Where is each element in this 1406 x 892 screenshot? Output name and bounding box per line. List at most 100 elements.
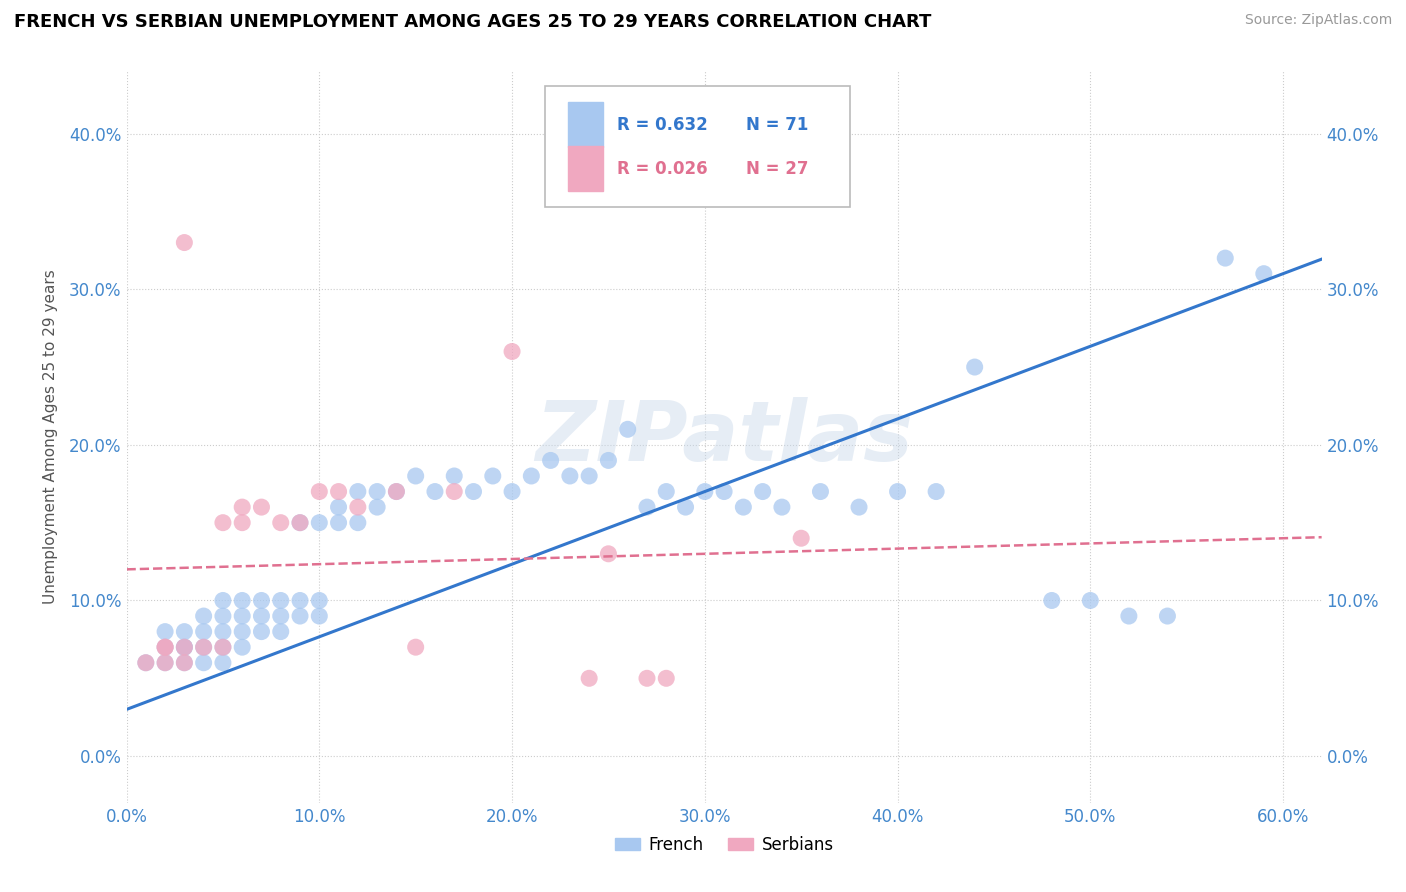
Point bbox=[270, 516, 292, 530]
Point bbox=[212, 656, 235, 670]
Point bbox=[193, 640, 215, 655]
Point bbox=[212, 609, 235, 624]
FancyBboxPatch shape bbox=[568, 102, 603, 147]
Point bbox=[443, 469, 465, 483]
Point bbox=[288, 609, 311, 624]
Point bbox=[212, 624, 235, 639]
Point bbox=[347, 500, 370, 515]
Text: R = 0.632: R = 0.632 bbox=[616, 116, 707, 134]
Point bbox=[308, 484, 330, 499]
Point bbox=[153, 656, 176, 670]
Point bbox=[250, 609, 273, 624]
Point bbox=[193, 656, 215, 670]
Point bbox=[770, 500, 793, 515]
Point bbox=[598, 453, 620, 467]
Point bbox=[212, 593, 235, 607]
Text: N = 27: N = 27 bbox=[745, 160, 808, 178]
Point bbox=[886, 484, 908, 499]
Point bbox=[173, 640, 195, 655]
Point bbox=[693, 484, 716, 499]
Point bbox=[1040, 593, 1063, 607]
Point bbox=[193, 609, 215, 624]
Point bbox=[288, 516, 311, 530]
Point bbox=[347, 516, 370, 530]
Point bbox=[578, 671, 600, 685]
Point bbox=[598, 547, 620, 561]
Point bbox=[1078, 593, 1101, 607]
Point bbox=[578, 469, 600, 483]
Point bbox=[153, 640, 176, 655]
Point bbox=[963, 359, 986, 374]
Point bbox=[173, 624, 195, 639]
Text: ZIPatlas: ZIPatlas bbox=[536, 397, 912, 477]
Point bbox=[463, 484, 485, 499]
Point bbox=[501, 484, 523, 499]
Point bbox=[655, 484, 678, 499]
Point bbox=[328, 516, 350, 530]
Point bbox=[231, 500, 253, 515]
Point bbox=[153, 640, 176, 655]
Point bbox=[231, 609, 253, 624]
Point bbox=[501, 344, 523, 359]
Point bbox=[366, 500, 388, 515]
FancyBboxPatch shape bbox=[544, 86, 849, 207]
Point bbox=[308, 516, 330, 530]
Point bbox=[558, 469, 581, 483]
Point bbox=[135, 656, 157, 670]
Point bbox=[270, 593, 292, 607]
Point bbox=[153, 640, 176, 655]
Point bbox=[366, 484, 388, 499]
Point bbox=[173, 656, 195, 670]
Point bbox=[751, 484, 773, 499]
Point bbox=[423, 484, 446, 499]
Point bbox=[655, 671, 678, 685]
Text: Source: ZipAtlas.com: Source: ZipAtlas.com bbox=[1244, 13, 1392, 28]
FancyBboxPatch shape bbox=[568, 146, 603, 191]
Legend: French, Serbians: French, Serbians bbox=[607, 829, 841, 860]
Point bbox=[193, 624, 215, 639]
Point bbox=[405, 640, 427, 655]
Point bbox=[385, 484, 408, 499]
Point bbox=[135, 656, 157, 670]
Point bbox=[925, 484, 948, 499]
Text: N = 71: N = 71 bbox=[745, 116, 808, 134]
Point bbox=[212, 640, 235, 655]
Text: FRENCH VS SERBIAN UNEMPLOYMENT AMONG AGES 25 TO 29 YEARS CORRELATION CHART: FRENCH VS SERBIAN UNEMPLOYMENT AMONG AGE… bbox=[14, 13, 931, 31]
Point bbox=[231, 624, 253, 639]
Point bbox=[848, 500, 870, 515]
Point bbox=[173, 656, 195, 670]
Point bbox=[250, 500, 273, 515]
Point bbox=[1118, 609, 1140, 624]
Point bbox=[173, 640, 195, 655]
Point bbox=[733, 500, 755, 515]
Point bbox=[308, 593, 330, 607]
Point bbox=[250, 624, 273, 639]
Point bbox=[675, 500, 697, 515]
Point bbox=[443, 484, 465, 499]
Point bbox=[193, 640, 215, 655]
Point bbox=[385, 484, 408, 499]
Point bbox=[231, 640, 253, 655]
Point bbox=[636, 671, 658, 685]
Point bbox=[288, 516, 311, 530]
Point bbox=[328, 500, 350, 515]
Point bbox=[540, 453, 562, 467]
Point bbox=[328, 484, 350, 499]
Point bbox=[790, 531, 813, 545]
Point bbox=[173, 235, 195, 250]
Point bbox=[713, 484, 735, 499]
Point bbox=[153, 656, 176, 670]
Point bbox=[810, 484, 832, 499]
Point bbox=[636, 500, 658, 515]
Point bbox=[250, 593, 273, 607]
Point bbox=[270, 624, 292, 639]
Point bbox=[212, 516, 235, 530]
Point bbox=[520, 469, 543, 483]
Point bbox=[231, 593, 253, 607]
Point bbox=[153, 624, 176, 639]
Point bbox=[1213, 251, 1236, 265]
Point bbox=[212, 640, 235, 655]
Point bbox=[1156, 609, 1178, 624]
Text: R = 0.026: R = 0.026 bbox=[616, 160, 707, 178]
Point bbox=[347, 484, 370, 499]
